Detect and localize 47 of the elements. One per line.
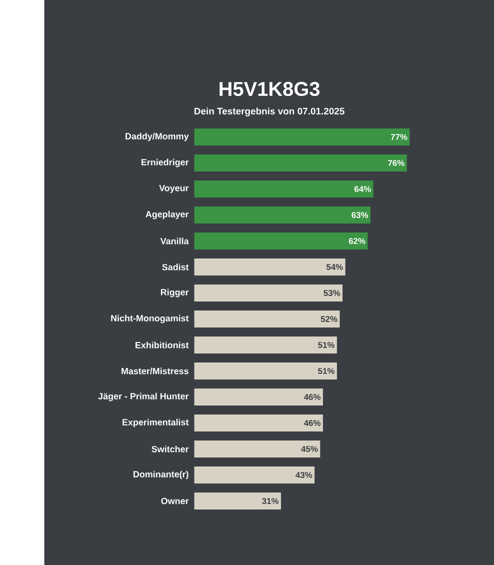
bar	[194, 310, 340, 328]
y-tick-label: Erniedriger	[141, 158, 188, 168]
data-label: 76%	[388, 160, 404, 166]
bar	[194, 258, 346, 276]
y-tick-label: Experimentalist	[122, 418, 189, 428]
y-tick-label: Nicht-Monogamist	[111, 314, 189, 324]
bar	[194, 180, 374, 198]
data-label: 62%	[348, 238, 366, 244]
data-label: 51%	[318, 368, 334, 374]
data-label: 54%	[326, 264, 343, 270]
data-label: 46%	[304, 394, 320, 400]
data-label: 45%	[300, 446, 318, 452]
y-tick-label: Exhibitionist	[135, 342, 189, 348]
data-label: 51%	[318, 342, 334, 348]
bar	[194, 440, 320, 458]
data-label: 77%	[390, 134, 408, 140]
y-tick-label: Sadist	[162, 264, 189, 270]
bar	[194, 154, 407, 172]
y-tick-label: Voyeur	[158, 184, 188, 194]
y-tick-label: Switcher	[152, 446, 188, 452]
y-tick-label: Vanilla	[160, 238, 189, 244]
data-label: 64%	[354, 186, 371, 192]
bar	[194, 388, 323, 406]
y-tick-label: Ageplayer	[145, 210, 188, 220]
chart-title: H5V1K8G3	[220, 82, 320, 96]
y-tick-label: Jäger - Primal Hunter	[98, 392, 188, 402]
data-label: 63%	[352, 212, 368, 218]
bar	[194, 232, 368, 250]
data-label: 31%	[262, 498, 278, 504]
bar	[194, 336, 337, 354]
bar	[194, 128, 410, 146]
data-label: 53%	[324, 290, 340, 296]
y-tick-label: Master/Mistress	[121, 368, 188, 374]
bar	[194, 414, 323, 432]
y-tick-label: Owner	[161, 498, 188, 504]
data-label: 52%	[320, 316, 338, 322]
data-label: 46%	[304, 420, 320, 426]
data-label: 43%	[295, 472, 312, 478]
bar	[194, 466, 314, 484]
y-tick-label: Rigger	[160, 288, 188, 298]
bar	[194, 492, 281, 510]
y-tick-label: Daddy/Mommy	[125, 132, 189, 142]
bar	[194, 284, 342, 302]
bar	[194, 206, 370, 224]
y-tick-label: Dominante(r)	[133, 470, 188, 480]
chart-subtitle: Dein Testergebnis von 07.01.2025	[194, 108, 344, 116]
bar	[194, 362, 337, 380]
